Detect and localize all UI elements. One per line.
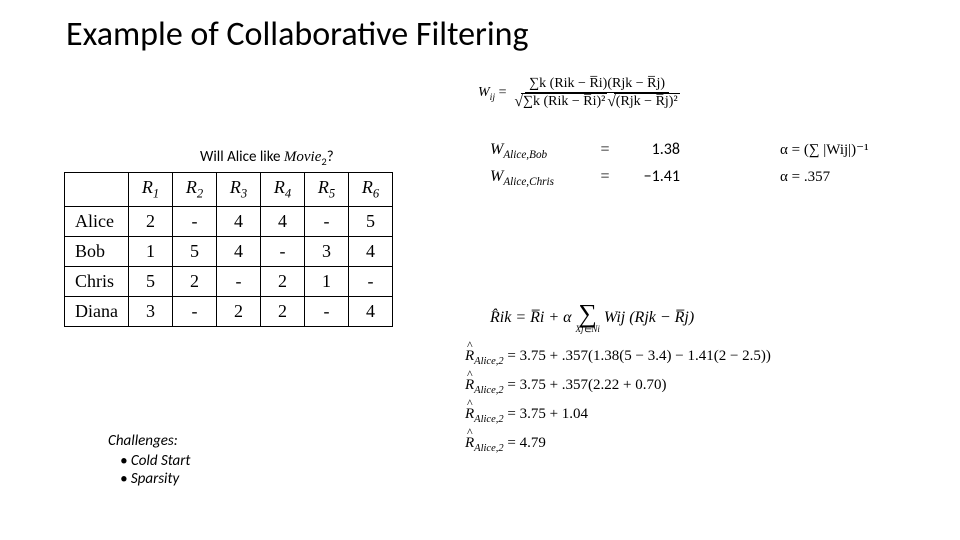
row-name: Diana xyxy=(65,296,129,326)
table-row: Bob154-34 xyxy=(65,236,393,266)
rating-cell: 3 xyxy=(304,236,348,266)
challenge-item: Sparsity xyxy=(120,470,190,488)
rating-cell: 1 xyxy=(304,266,348,296)
wij-denominator: ∑k (Rik − R̅i)²(Rjk − R̅j)² xyxy=(511,93,684,111)
table-header-cell: R6 xyxy=(348,173,392,207)
row-name: Bob xyxy=(65,236,129,266)
rating-cell: - xyxy=(172,206,216,236)
alpha-definitions: α = (∑ |Wij|)⁻¹ α = .357 xyxy=(780,140,869,196)
sigma-icon: ∑Xj∈Ni xyxy=(576,302,600,333)
question-text: Will Alice like Movie2? xyxy=(200,148,334,168)
alpha-row: α = (∑ |Wij|)⁻¹ xyxy=(780,140,869,159)
pred-rhs: Wij (Rjk − R̅j) xyxy=(604,309,694,327)
row-name: Chris xyxy=(65,266,129,296)
rating-cell: 2 xyxy=(260,266,304,296)
table-header-cell: R5 xyxy=(304,173,348,207)
alpha-row: α = .357 xyxy=(780,169,869,186)
rating-cell: - xyxy=(216,266,260,296)
rating-cell: 4 xyxy=(348,296,392,326)
rating-cell: 5 xyxy=(348,206,392,236)
rating-cell: 4 xyxy=(260,206,304,236)
row-name: Alice xyxy=(65,206,129,236)
rating-cell: 4 xyxy=(216,206,260,236)
calc-line: RAlice,2 = 4.79 xyxy=(465,435,771,454)
rating-cell: 2 xyxy=(128,206,172,236)
rating-cell: 2 xyxy=(172,266,216,296)
calc-line: RAlice,2 = 3.75 + .357(1.38(5 − 3.4) − 1… xyxy=(465,348,771,367)
table-row: Chris52-21- xyxy=(65,266,393,296)
rating-cell: 5 xyxy=(172,236,216,266)
wij-numerator: ∑k (Rik − R̅i)(Rjk − R̅j) xyxy=(525,76,669,93)
rating-cell: 4 xyxy=(216,236,260,266)
weight-row: WAlice,Chris=−1.41 xyxy=(490,167,680,188)
wij-formula: Wij = ∑k (Rik − R̅i)(Rjk − R̅j) ∑k (Rik … xyxy=(478,76,684,111)
table-header-row: R1R2R3R4R5R6 xyxy=(65,173,393,207)
table-row: Diana3-22-4 xyxy=(65,296,393,326)
table-row: Alice2-44-5 xyxy=(65,206,393,236)
challenges-block: Challenges: Cold StartSparsity xyxy=(108,432,190,488)
rating-cell: - xyxy=(304,206,348,236)
rating-cell: 3 xyxy=(128,296,172,326)
rating-cell: - xyxy=(172,296,216,326)
ratings-table: R1R2R3R4R5R6 Alice2-44-5Bob154-34Chris52… xyxy=(64,172,393,327)
pred-lhs: R̂ik = R̅i + α xyxy=(490,309,572,327)
table-header-cell: R2 xyxy=(172,173,216,207)
rating-cell: - xyxy=(348,266,392,296)
weight-values: WAlice,Bob=1.38 WAlice,Chris=−1.41 xyxy=(490,140,680,194)
question-prefix: Will Alice like xyxy=(200,148,284,166)
table-header-cell xyxy=(65,173,129,207)
rating-cell: 1 xyxy=(128,236,172,266)
prediction-formula: R̂ik = R̅i + α ∑Xj∈Ni Wij (Rjk − R̅j) xyxy=(490,302,694,333)
rating-cell: 2 xyxy=(216,296,260,326)
calc-line: RAlice,2 = 3.75 + 1.04 xyxy=(465,406,771,425)
rating-cell: 4 xyxy=(348,236,392,266)
table-header-cell: R3 xyxy=(216,173,260,207)
table-header-cell: R4 xyxy=(260,173,304,207)
challenge-item: Cold Start xyxy=(120,452,190,470)
challenges-heading: Challenges: xyxy=(108,432,190,450)
slide-title: Example of Collaborative Filtering xyxy=(66,14,529,55)
weight-row: WAlice,Bob=1.38 xyxy=(490,140,680,161)
calculation-steps: RAlice,2 = 3.75 + .357(1.38(5 − 3.4) − 1… xyxy=(465,348,771,464)
rating-cell: 2 xyxy=(260,296,304,326)
table-header-cell: R1 xyxy=(128,173,172,207)
rating-cell: 5 xyxy=(128,266,172,296)
calc-line: RAlice,2 = 3.75 + .357(2.22 + 0.70) xyxy=(465,377,771,396)
question-suffix: ? xyxy=(327,148,334,166)
rating-cell: - xyxy=(304,296,348,326)
rating-cell: - xyxy=(260,236,304,266)
question-movie: Movie xyxy=(284,149,321,165)
